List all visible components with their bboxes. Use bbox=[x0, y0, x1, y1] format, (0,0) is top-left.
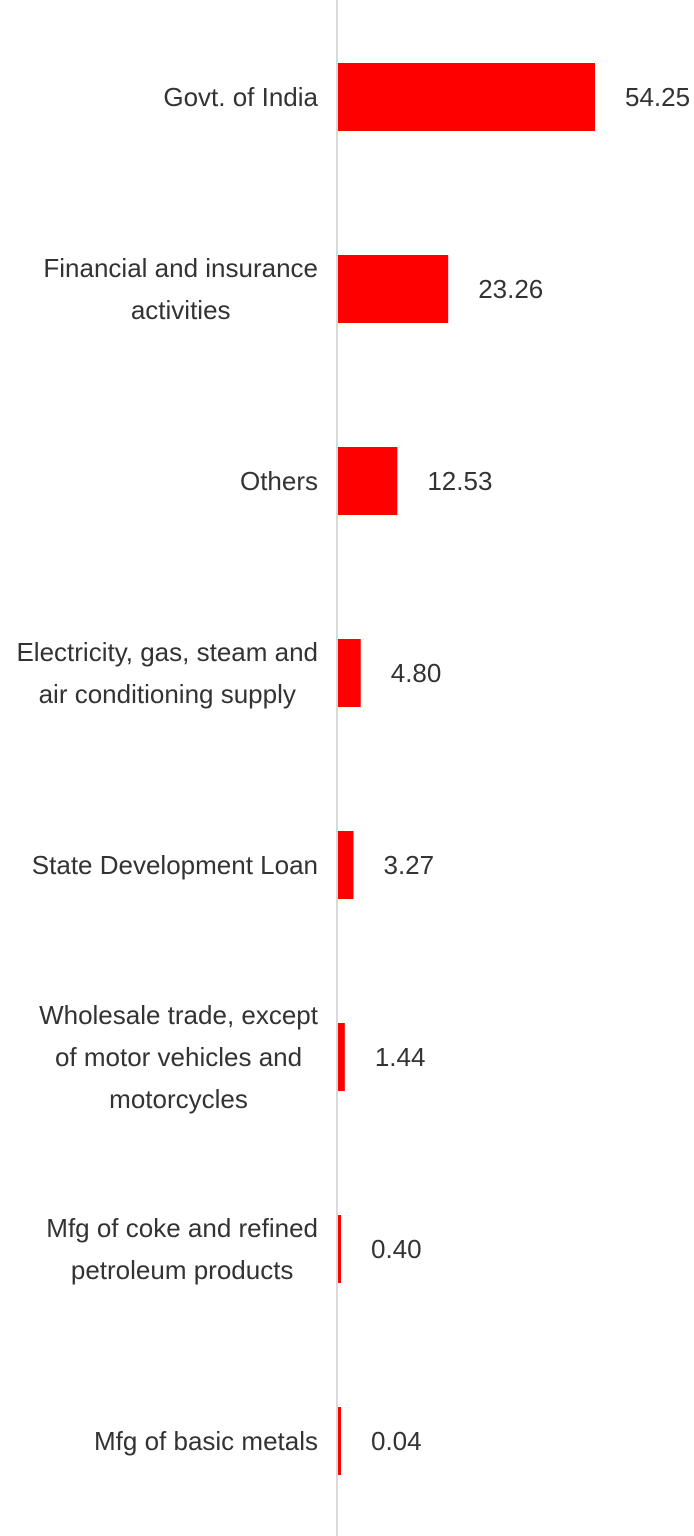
category-label-2-line-0: Others bbox=[240, 466, 318, 496]
bar-3 bbox=[338, 639, 361, 707]
bar-5 bbox=[338, 1023, 345, 1091]
category-label-4: State Development Loan bbox=[32, 850, 318, 880]
bar-0 bbox=[338, 63, 595, 131]
category-label-4-line-0: State Development Loan bbox=[32, 850, 318, 880]
category-label-6-line-0: Mfg of coke and refined bbox=[46, 1213, 318, 1243]
value-label-0: 54.25 bbox=[625, 82, 690, 112]
category-label-2: Others bbox=[240, 466, 318, 496]
value-label-7: 0.04 bbox=[371, 1426, 422, 1456]
value-label-6: 0.40 bbox=[371, 1234, 422, 1264]
bar-6 bbox=[338, 1215, 341, 1283]
category-label-7-line-0: Mfg of basic metals bbox=[94, 1426, 318, 1456]
category-label-5-line-2: motorcycles bbox=[109, 1084, 248, 1114]
category-label-5: Wholesale trade, except of motor vehicles… bbox=[39, 1000, 319, 1114]
value-label-4: 3.27 bbox=[383, 850, 434, 880]
bar-4 bbox=[338, 831, 354, 899]
category-label-1: Financial and insurance activities bbox=[43, 253, 318, 325]
bar-1 bbox=[338, 255, 449, 323]
category-label-5-line-0: Wholesale trade, except bbox=[39, 1000, 319, 1030]
category-label-6: Mfg of coke and refined petroleum product… bbox=[46, 1213, 318, 1285]
category-label-7: Mfg of basic metals bbox=[94, 1426, 318, 1456]
category-label-0: Govt. of India bbox=[163, 82, 318, 112]
category-label-3: Electricity, gas, steam and air condition… bbox=[16, 637, 318, 709]
bars-layer bbox=[338, 63, 595, 1475]
category-label-0-line-0: Govt. of India bbox=[163, 82, 318, 112]
labels-layer: 54.25 Govt. of India 23.26 Financial and in… bbox=[16, 82, 690, 1456]
value-label-2: 12.53 bbox=[427, 466, 492, 496]
value-label-1: 23.26 bbox=[478, 274, 543, 304]
category-label-5-line-1: of motor vehicles and bbox=[55, 1042, 302, 1072]
category-label-1-line-1: activities bbox=[131, 295, 231, 325]
value-label-5: 1.44 bbox=[375, 1042, 426, 1072]
category-label-3-line-0: Electricity, gas, steam and bbox=[16, 637, 318, 667]
category-label-6-line-1: petroleum products bbox=[71, 1255, 294, 1285]
category-label-1-line-0: Financial and insurance bbox=[43, 253, 318, 283]
bar-7 bbox=[338, 1407, 341, 1475]
value-label-3: 4.80 bbox=[391, 658, 442, 688]
category-label-3-line-1: air conditioning supply bbox=[39, 679, 296, 709]
bar-2 bbox=[338, 447, 398, 515]
